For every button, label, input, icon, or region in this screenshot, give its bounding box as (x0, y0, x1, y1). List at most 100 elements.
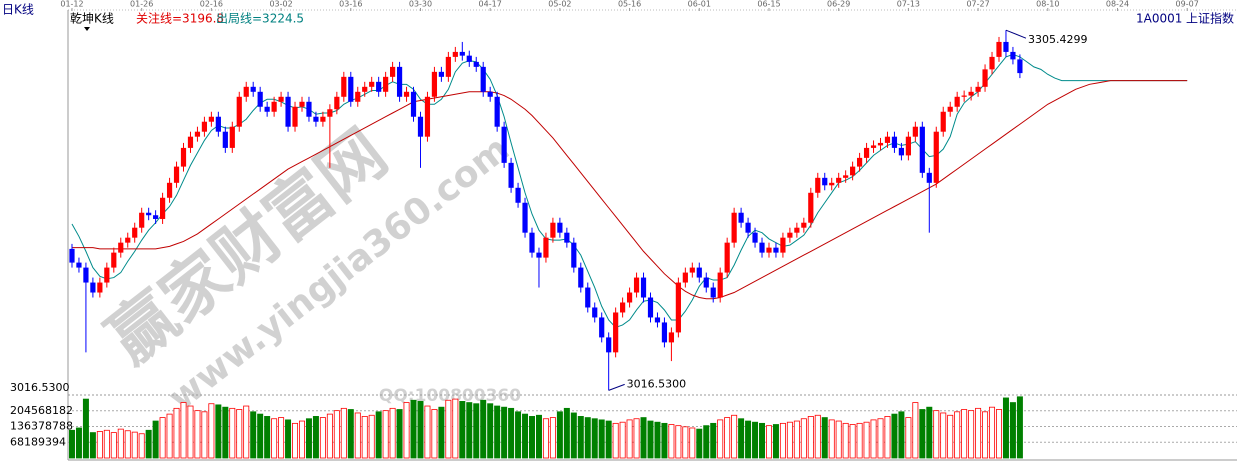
candle-body (689, 267, 695, 273)
volume-bar (549, 417, 556, 459)
candle-body (271, 101, 277, 112)
volume-bar (877, 418, 884, 459)
volume-bar (1002, 397, 1009, 459)
volume-bar (117, 428, 124, 459)
candle-body (285, 96, 291, 127)
volume-bar (738, 418, 745, 459)
candle-body (599, 317, 605, 338)
stock-code: 1A0001 (1136, 12, 1182, 26)
ma-line (71, 80, 1188, 300)
candle-body (445, 56, 451, 77)
candle-body (954, 96, 960, 107)
x-tick-label: 06-01 (688, 0, 711, 9)
volume-bar (424, 405, 431, 459)
volume-bar (612, 422, 619, 459)
x-tick-label: 03-02 (269, 0, 292, 9)
candle-body (501, 126, 507, 163)
candle-body (201, 121, 208, 132)
x-tick-label: 05-02 (548, 0, 571, 9)
candle-body (773, 247, 779, 253)
focus-line-label: 关注线=3196.8 (136, 11, 224, 26)
volume-bar (333, 410, 340, 459)
volume-bar (68, 429, 75, 459)
volume-bar (326, 413, 333, 459)
volume-bar (584, 417, 591, 459)
volume-bar (159, 417, 166, 459)
volume-bar (989, 406, 996, 459)
annotation-line (1005, 29, 1027, 39)
volume-bar (591, 418, 598, 459)
volume-bar (675, 425, 682, 459)
exit-line-label: 出局线=3224.5 (216, 12, 304, 26)
volume-bar (689, 427, 696, 459)
volume-bar (912, 402, 919, 459)
volume-bar (905, 417, 912, 459)
volume-bar (793, 420, 800, 459)
candle-body (111, 252, 117, 268)
candle-body (787, 232, 793, 238)
annotation-line (608, 383, 625, 391)
volume-bar (215, 404, 222, 459)
volume-bar (515, 411, 522, 459)
volume-bar (759, 422, 766, 459)
candle-body (606, 337, 612, 353)
volume-bar (131, 431, 138, 459)
candle-body (564, 232, 570, 243)
candle-body (752, 232, 758, 243)
candle-body (982, 69, 988, 87)
volume-bar (933, 410, 940, 459)
candle-body (494, 96, 500, 127)
candle-body (794, 227, 800, 233)
candle-body (961, 95, 967, 97)
volume-bar (710, 422, 717, 459)
volume-bar (800, 418, 807, 459)
x-tick-label: 06-15 (757, 0, 780, 9)
candle-body (661, 322, 668, 343)
volume-bar (389, 407, 396, 459)
candle-body (83, 267, 89, 283)
candle-body (633, 277, 640, 293)
candle-body (870, 145, 877, 148)
volume-bar (229, 407, 236, 459)
candle-body (745, 222, 751, 233)
candle-body (417, 116, 424, 137)
candle-body (118, 242, 124, 253)
volume-bar (145, 429, 152, 459)
candle-body (473, 61, 479, 67)
candle-body (975, 86, 981, 92)
volume-bar (264, 416, 271, 459)
candle-body (996, 41, 1002, 57)
volume-bar (452, 398, 459, 459)
volume-bar (396, 409, 403, 459)
candle-body (424, 96, 431, 137)
volume-bar (201, 411, 208, 459)
candle-body (187, 136, 194, 148)
candle-body (438, 71, 444, 77)
volume-bar (654, 421, 661, 459)
candle-body (668, 332, 675, 343)
volume-bar (82, 398, 89, 459)
y-tick-label: 136378788 (10, 420, 73, 433)
candle-body (166, 182, 173, 198)
candle-body (278, 96, 284, 102)
volume-bar (926, 406, 933, 459)
volume-bar (305, 418, 312, 459)
candle-body (355, 91, 361, 102)
volume-bar (96, 431, 103, 459)
volume-bar (661, 422, 668, 459)
dropdown-arrow[interactable] (84, 27, 90, 31)
stock-name: 上证指数 (1186, 11, 1234, 26)
candle-body (243, 86, 249, 97)
candle-body (487, 91, 493, 97)
x-tick-label: 03-30 (409, 0, 432, 9)
candle-body (153, 215, 159, 219)
volume-bar (919, 409, 926, 459)
candle-body (940, 111, 946, 132)
candle-body (452, 51, 458, 57)
volume-bar (870, 419, 877, 459)
candle-body (208, 116, 214, 122)
volume-bar (884, 416, 891, 459)
volume-bar (731, 414, 738, 459)
candle-body (1003, 41, 1009, 52)
volume-bar (563, 407, 570, 459)
